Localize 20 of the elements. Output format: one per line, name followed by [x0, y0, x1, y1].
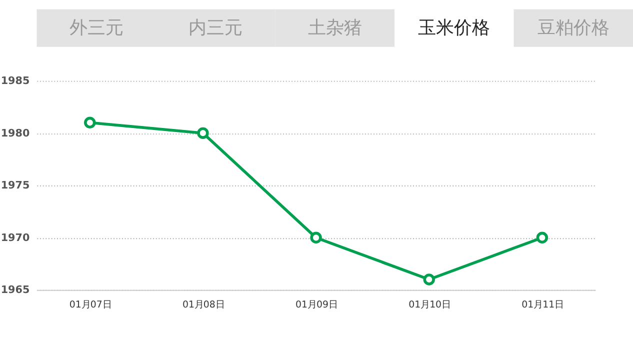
text: 豆粕价格: [537, 18, 610, 39]
x-tick-label: 01月07日: [69, 299, 112, 310]
point: [197, 127, 209, 139]
y-tick-label: 1985: [0, 75, 30, 88]
x-tick-label: 01月09日: [296, 299, 338, 310]
point: [310, 232, 322, 244]
y-tick-label: 1965: [0, 284, 30, 296]
y-tick-label: 1975: [0, 180, 30, 192]
point: [536, 232, 548, 244]
text: 玉米价格: [418, 18, 490, 39]
x-tick-label: 01月08日: [182, 299, 224, 310]
point: [423, 274, 435, 286]
text: 外三元: [69, 18, 124, 39]
y-tick-label: 1980: [0, 127, 30, 140]
y-tick-label: 1970: [0, 232, 30, 244]
text: 土杂猪: [308, 18, 362, 39]
text: 内三元: [188, 18, 243, 39]
x-tick-label: 01月11日: [522, 299, 564, 310]
x-tick-label: 01月10日: [408, 299, 451, 310]
point: [84, 116, 96, 129]
